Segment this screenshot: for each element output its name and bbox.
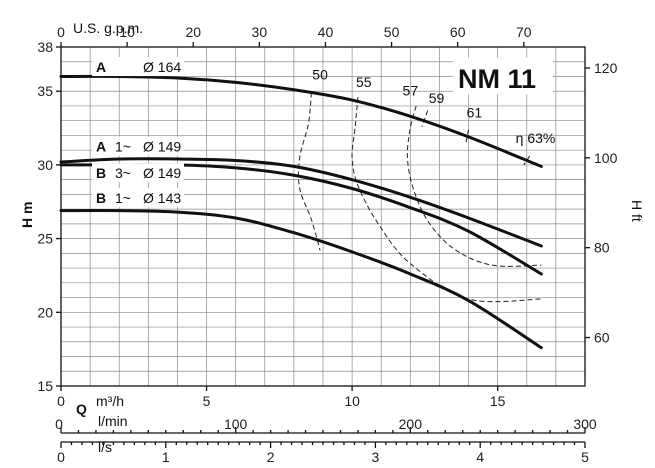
ls-tick-label: 2 [267,449,275,465]
top-tick-label: 50 [384,24,400,40]
efficiency-line-57 [406,105,542,267]
efficiency-label: 57 [403,83,419,99]
curve-label-diameter: Ø 149 [143,139,181,155]
lmin-tick-label: 300 [573,416,597,432]
curve-label-model: A [96,139,106,155]
curve-b-1-143 [59,208,543,350]
curve-label-model: A [96,59,106,75]
efficiency-line-59 [421,110,429,127]
curve-labels: A Ø 164 A 1~ Ø 149 B 3~ Ø 149 B 1~ Ø 143 [92,57,184,208]
lmin-tick-label: 0 [55,416,63,432]
bottom-scales: 0 100 200 300 0 1 2 3 4 5 [55,416,597,465]
y-tick-label: 15 [37,378,53,394]
plot-frame [60,46,586,387]
top-tick-label: 10 [119,24,135,40]
x-tick-label: 10 [344,393,360,409]
y-tick-label: 38 [37,39,53,55]
top-axis-label: U.S. g.p.m. [73,20,143,36]
right-tick-label: 60 [594,330,610,346]
label-backdrop [92,57,184,77]
lmin-tick-label: 100 [224,416,248,432]
lmin-axis-label: l/min [98,413,128,429]
curve-label-diameter: Ø 143 [143,190,181,206]
curve-label-model: B [96,190,106,206]
efficiency-line-50 [297,92,321,251]
efficiency-line-63 [523,155,531,166]
efficiency-label: 50 [312,66,328,82]
y-tick-label: 30 [37,157,53,173]
right-tick-label: 100 [594,150,618,166]
lmin-tick-label: 200 [399,416,423,432]
efficiency-label: η 63% [516,130,556,146]
y-tick-label: 20 [37,304,53,320]
efficiency-lines: 50 55 57 59 61 η 63% [297,66,556,303]
ls-tick-label: 1 [162,449,170,465]
title-backdrop [453,58,553,94]
efficiency-label: 59 [429,90,445,106]
right-axis-label: H ft [629,200,645,222]
top-tick-label: 60 [450,24,466,40]
x-axis-label-q: Q [76,401,87,417]
x-axis-label: m³/h [96,393,124,409]
grid [61,47,585,386]
y-tick-label: 25 [37,231,53,247]
ls-axis-label: l/s [98,439,112,455]
efficiency-line-61 [465,129,470,145]
curve-a-1-149 [59,157,543,248]
curve-label-phase: 3~ [115,165,131,181]
top-tick-label: 40 [318,24,334,40]
curve-label-phase: 1~ [115,190,131,206]
curve-label-diameter: Ø 164 [143,59,181,75]
y-tick-label: 35 [37,83,53,99]
top-tick-label: 20 [185,24,201,40]
right-tick-label: 120 [594,60,618,76]
top-tick-label: 30 [252,24,268,40]
x-tick-label: 5 [203,393,211,409]
label-backdrop [92,188,184,208]
x-tick-label: 0 [57,393,65,409]
ls-tick-label: 4 [476,449,484,465]
x-tick-label: 15 [490,393,506,409]
curve-label-diameter: Ø 149 [143,165,181,181]
label-backdrop [92,163,184,183]
performance-curves [59,74,543,350]
efficiency-label: 55 [356,74,372,90]
chart-title: NM 11 [458,64,536,94]
curve-label-model: B [96,165,106,181]
ls-tick-label: 3 [372,449,380,465]
right-tick-label: 80 [594,240,610,256]
y-axis-label: H m [19,202,35,228]
ls-tick-label: 5 [581,449,589,465]
efficiency-label: 61 [467,105,483,121]
curve-label-phase: 1~ [115,139,131,155]
ls-tick-label: 0 [57,449,65,465]
label-backdrop [92,136,184,156]
top-tick-label: 70 [516,24,532,40]
top-tick-label: 0 [57,24,65,40]
curve-a-164 [59,74,543,168]
